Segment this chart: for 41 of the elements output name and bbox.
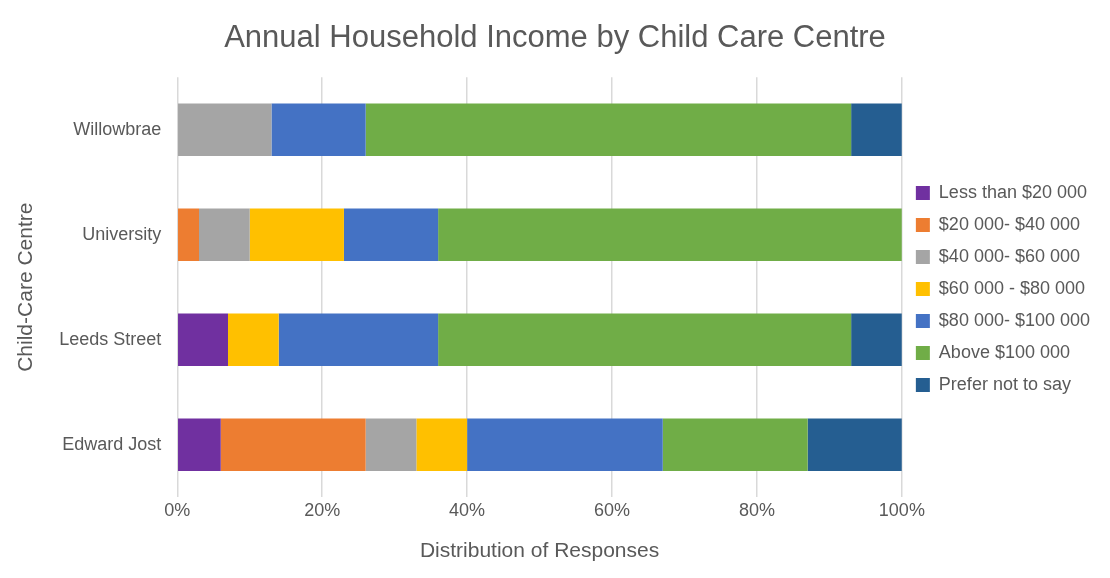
bar	[249, 208, 344, 261]
y-axis-title: Child-Care Centre	[13, 202, 37, 372]
legend-label: $80 000- $100 000	[938, 309, 1090, 330]
bar	[227, 313, 279, 366]
y-tick-label: Leeds Street	[59, 328, 162, 349]
x-tick-label: 60%	[594, 499, 631, 520]
legend-label: $60 000 - $80 000	[938, 277, 1085, 298]
x-tick-label: 80%	[738, 499, 775, 520]
bar	[178, 418, 221, 471]
x-tick-label: 100%	[878, 499, 925, 520]
legend-label: Less than $20 000	[938, 181, 1087, 202]
y-tick-label: Willowbrae	[73, 118, 162, 139]
legend-label: $40 000- $60 000	[938, 245, 1080, 266]
bar	[851, 313, 902, 366]
bar	[220, 418, 366, 471]
x-axis-title: Distribution of Responses	[419, 538, 660, 562]
bar	[365, 103, 852, 156]
legend-label: Above $100 000	[938, 341, 1070, 362]
bar	[416, 418, 468, 471]
chart-title: Annual Household Income by Child Care Centre	[224, 19, 886, 55]
bar	[178, 208, 200, 261]
bar	[343, 208, 439, 261]
x-tick-label: 40%	[449, 499, 486, 520]
bar	[851, 103, 902, 156]
legend-label: $20 000- $40 000	[938, 213, 1080, 234]
y-tick-label: University	[82, 223, 162, 244]
bar	[199, 208, 250, 261]
x-tick-label: 0%	[164, 499, 191, 520]
bar	[438, 313, 852, 366]
bar	[278, 313, 439, 366]
bar	[438, 208, 902, 261]
legend-label: Prefer not to say	[938, 373, 1071, 394]
bar	[807, 418, 902, 471]
y-tick-label: Edward Jost	[62, 433, 162, 454]
x-tick-label: 20%	[304, 499, 341, 520]
bar	[662, 418, 808, 471]
bar	[271, 103, 366, 156]
bar	[178, 313, 228, 366]
bar	[365, 418, 417, 471]
bar	[467, 418, 663, 471]
bar	[178, 103, 272, 156]
